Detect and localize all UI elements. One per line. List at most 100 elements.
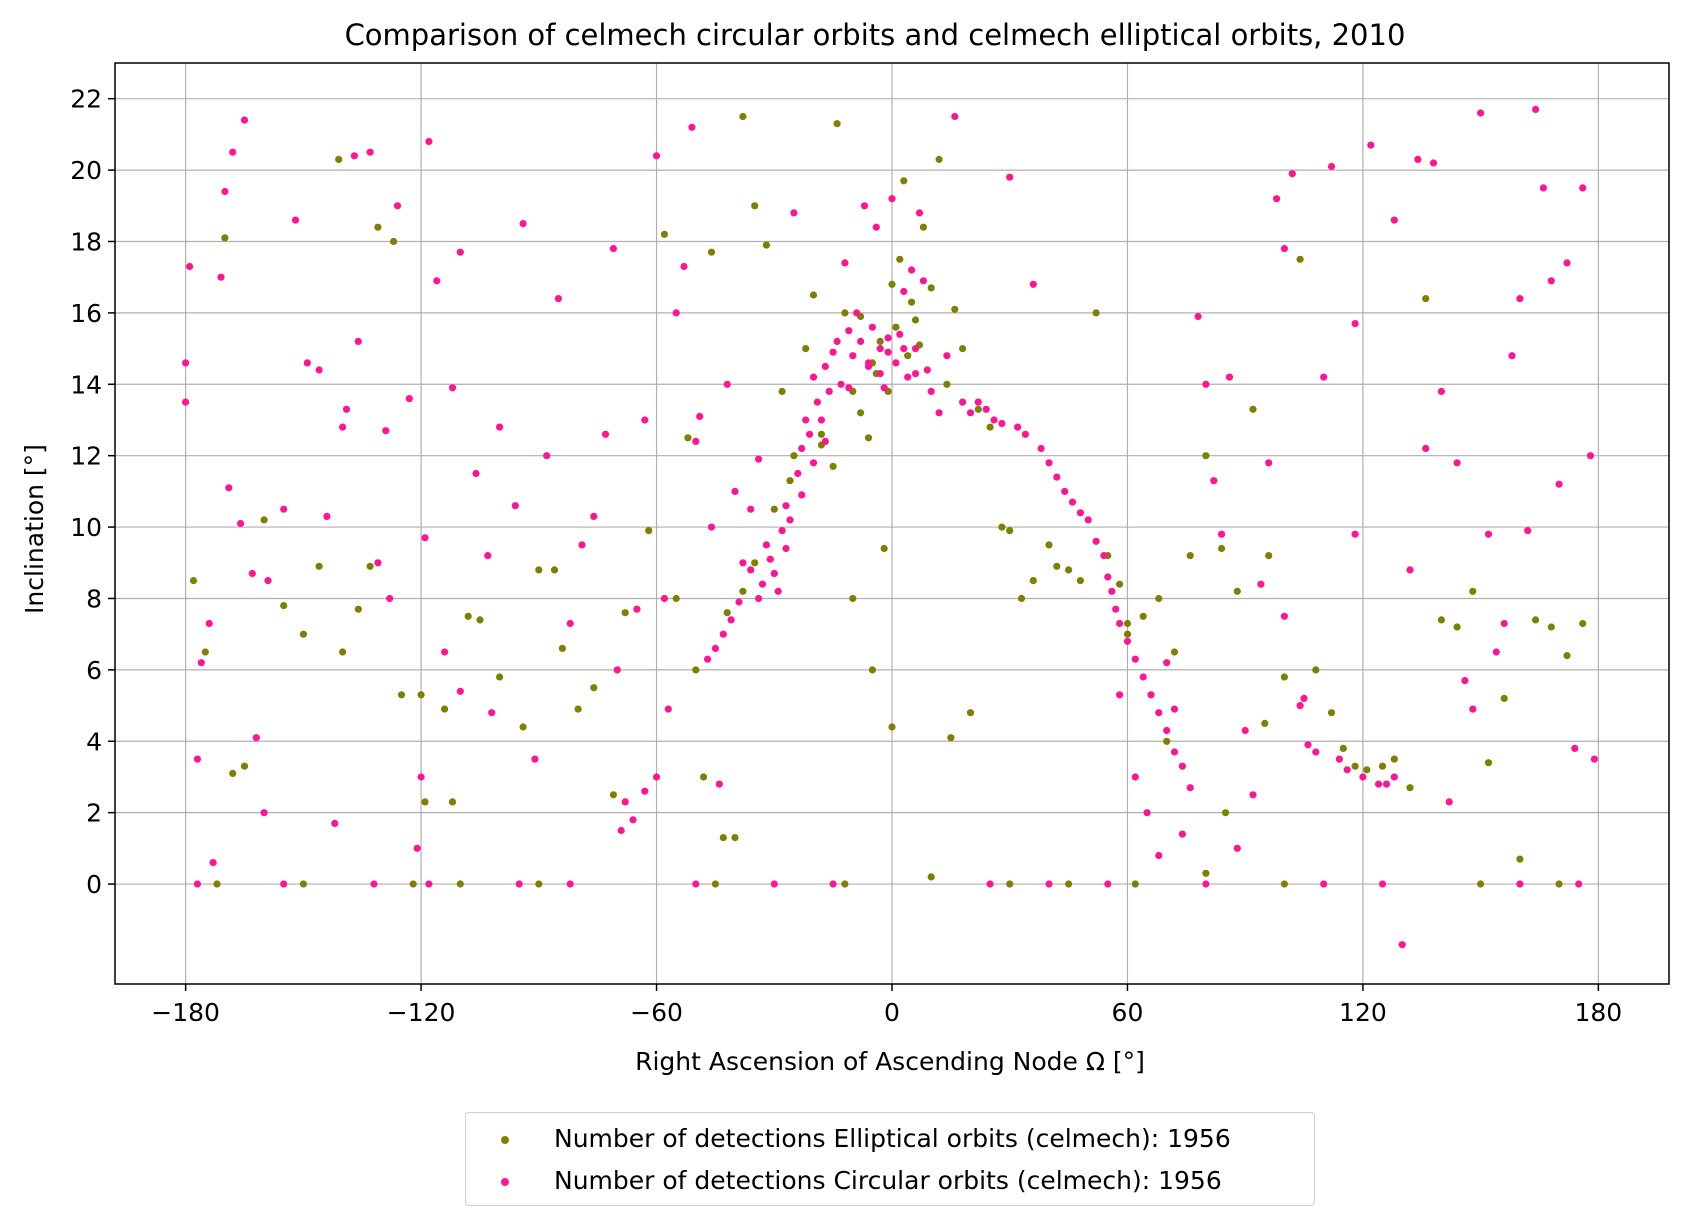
data-point (1280, 673, 1288, 681)
data-point (299, 880, 307, 888)
data-point (857, 337, 865, 345)
data-point (1202, 869, 1210, 877)
data-point (303, 359, 311, 367)
data-point (1233, 587, 1241, 595)
data-point (692, 666, 700, 674)
data-point (1547, 277, 1555, 285)
data-point (880, 544, 888, 553)
data-point (1579, 619, 1587, 628)
x-tick-label: −180 (151, 998, 220, 1027)
data-point (884, 348, 892, 356)
data-point (1555, 480, 1563, 488)
data-point (280, 880, 288, 888)
data-point (845, 327, 853, 335)
data-point (421, 534, 429, 542)
data-point (660, 230, 669, 238)
data-point (935, 409, 943, 417)
data-point (1265, 459, 1273, 467)
data-point (1017, 594, 1026, 603)
data-point (837, 380, 845, 388)
data-point (802, 416, 810, 424)
data-point (1021, 430, 1029, 438)
data-point (433, 277, 441, 285)
data-point (1123, 630, 1132, 638)
y-tick-label: 10 (70, 513, 102, 542)
data-point (1053, 473, 1061, 481)
data-point (629, 816, 637, 824)
data-point (511, 502, 519, 510)
data-point (617, 826, 625, 835)
data-point (664, 705, 672, 713)
data-point (829, 348, 837, 356)
legend-label-elliptical: Number of detections Elliptical orbits (… (554, 1124, 1231, 1153)
data-point (782, 544, 790, 553)
data-point (1516, 880, 1524, 888)
data-point (927, 387, 935, 395)
data-point (892, 359, 900, 367)
data-point (496, 673, 504, 681)
data-point (809, 459, 818, 467)
data-point (1453, 623, 1461, 631)
data-point (1186, 552, 1194, 560)
data-point (755, 594, 763, 603)
data-point (1304, 741, 1312, 749)
data-point (366, 148, 374, 156)
data-point (927, 284, 935, 292)
data-point (574, 705, 582, 713)
data-point (1131, 773, 1139, 781)
legend-entry-elliptical: Number of detections Elliptical orbits (… (466, 1119, 1314, 1159)
data-point (405, 395, 413, 403)
data-point (896, 255, 904, 263)
data-point (841, 259, 849, 267)
data-point (1563, 652, 1571, 660)
data-point (323, 512, 331, 521)
data-point (707, 248, 716, 256)
data-point (1202, 452, 1210, 460)
x-tick-label: 120 (1339, 998, 1387, 1027)
data-point (1469, 587, 1477, 595)
data-point (456, 248, 464, 256)
data-point (806, 430, 814, 438)
data-points (182, 105, 1598, 949)
data-point (339, 423, 347, 431)
data-point (1218, 544, 1226, 553)
data-point (1280, 245, 1288, 253)
data-point (1202, 380, 1210, 388)
data-point (715, 780, 723, 788)
data-point (413, 844, 421, 852)
data-point (1249, 791, 1257, 799)
data-point (1327, 162, 1336, 171)
data-point (1532, 616, 1540, 624)
data-point (841, 880, 849, 888)
data-point (417, 773, 425, 781)
series-1 (182, 105, 1598, 949)
data-point (1555, 880, 1563, 888)
data-point (472, 469, 480, 478)
data-point (193, 755, 201, 763)
data-point (1100, 552, 1108, 560)
data-point (1422, 295, 1430, 303)
data-point (590, 684, 598, 692)
data-point (680, 262, 688, 271)
data-point (1178, 830, 1186, 838)
data-point (1429, 159, 1438, 167)
data-point (998, 419, 1006, 428)
data-point (1327, 709, 1336, 717)
data-point (849, 594, 857, 603)
data-point (613, 666, 621, 674)
data-point (908, 266, 916, 274)
data-point (182, 398, 190, 406)
data-point (735, 598, 743, 606)
data-point (1014, 423, 1022, 431)
data-point (900, 177, 908, 185)
x-tick-label: 60 (1112, 998, 1144, 1027)
data-point (484, 552, 492, 560)
data-point (366, 562, 374, 570)
data-point (1484, 759, 1493, 767)
data-point (904, 373, 912, 381)
data-point (719, 834, 727, 842)
data-point (707, 523, 716, 531)
data-point (1437, 616, 1445, 624)
data-point (1170, 748, 1179, 756)
